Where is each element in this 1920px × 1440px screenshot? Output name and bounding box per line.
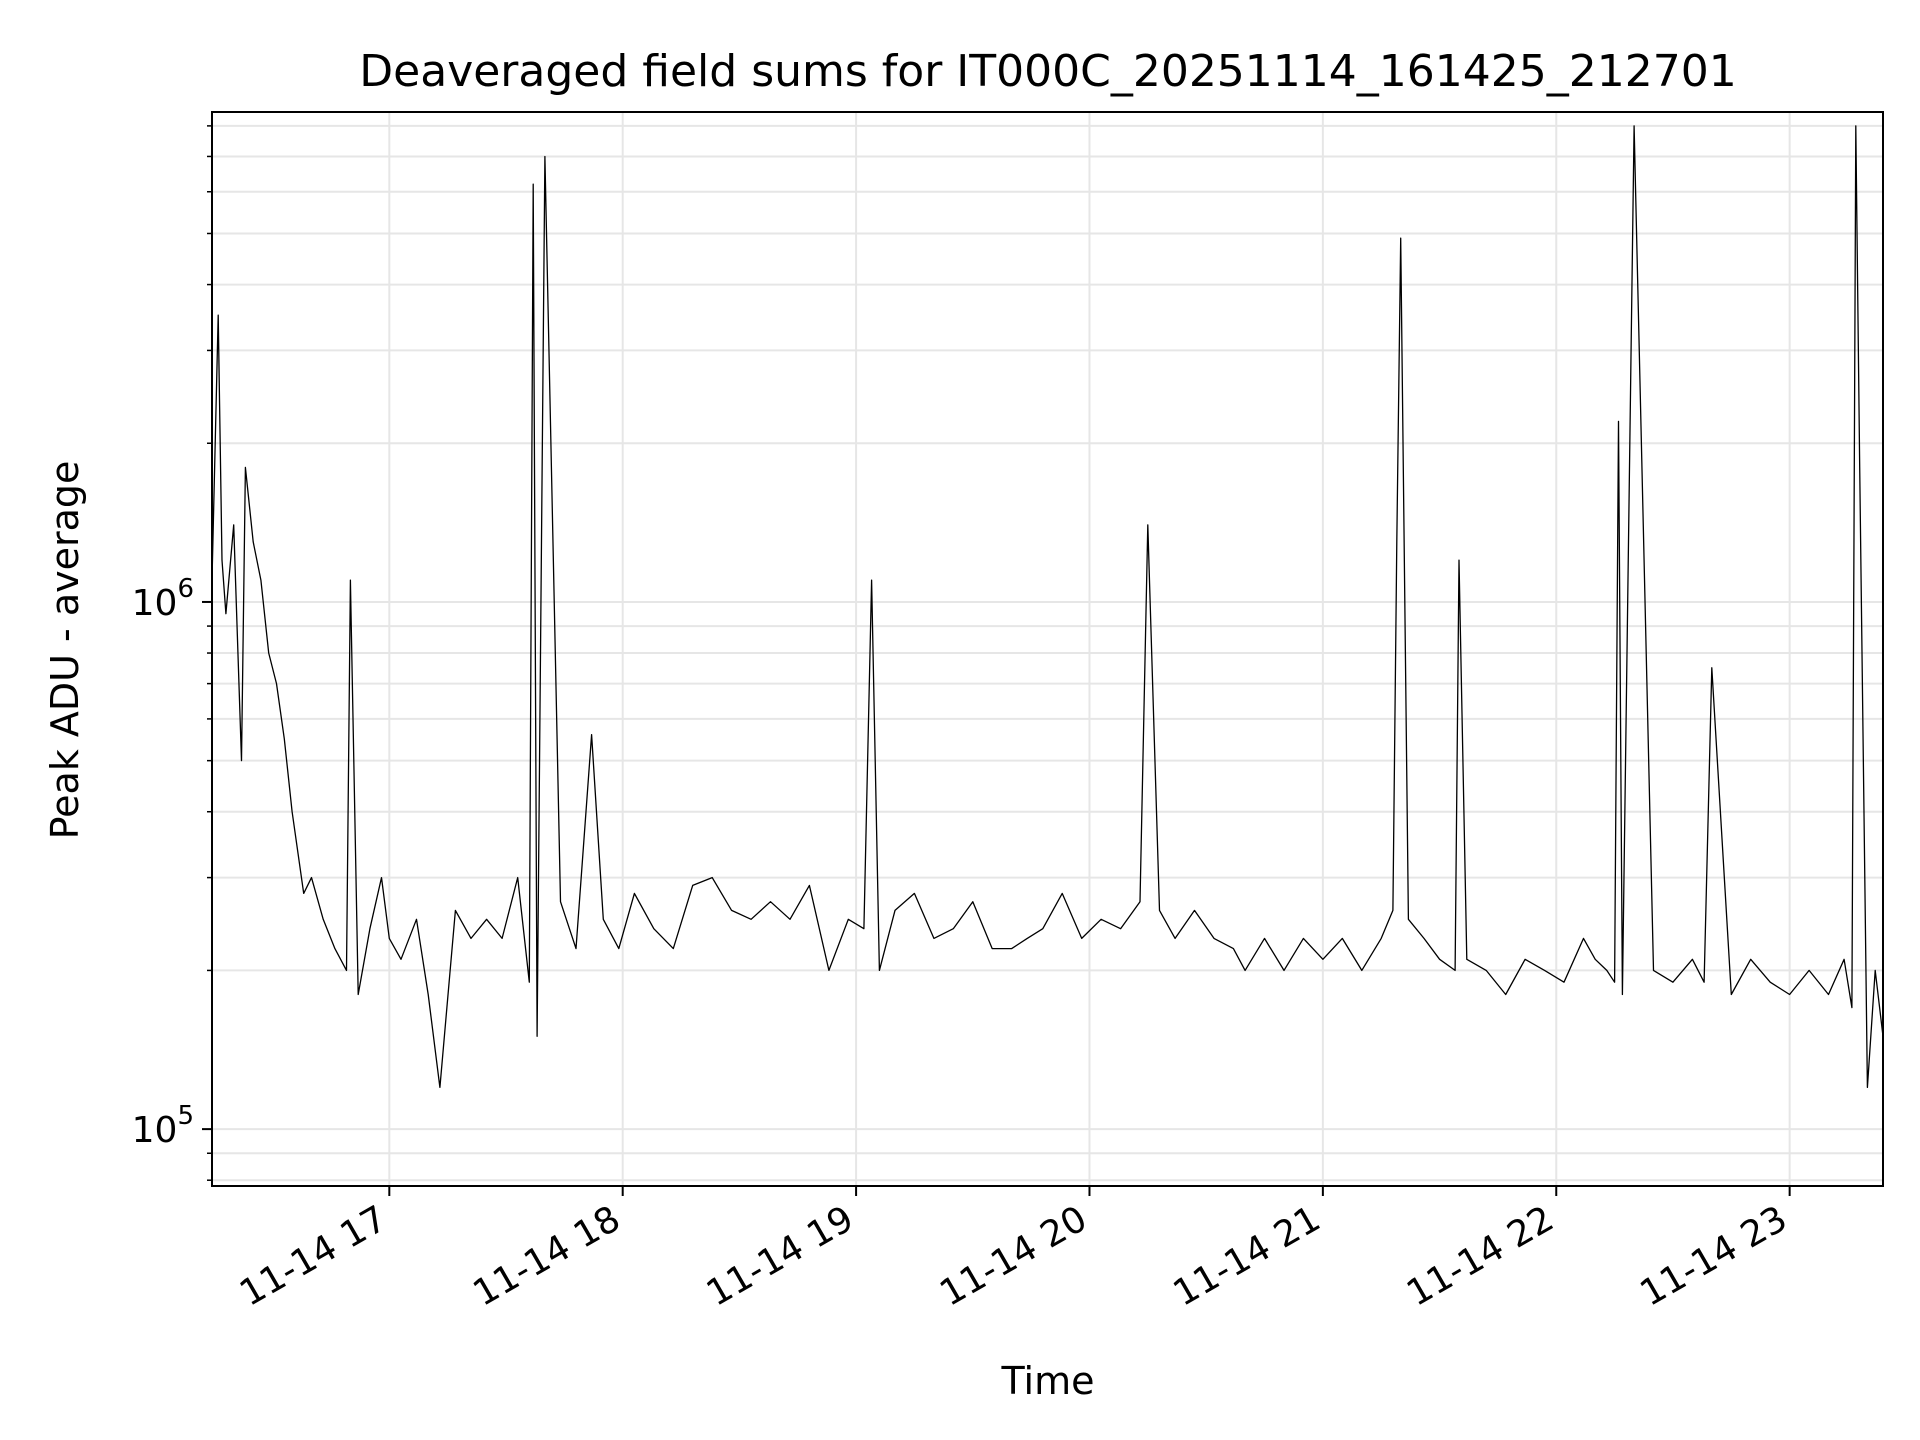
y-tick-label: 105: [132, 1101, 194, 1151]
chart-title: Deaveraged field sums for IT000C_2025111…: [359, 46, 1736, 97]
plot-area-frame: [211, 111, 1884, 1187]
y-tick-label: 106: [132, 574, 194, 624]
data-series-line: [211, 125, 1884, 1089]
grid-lines: [212, 112, 1883, 1186]
y-axis-label: Peak ADU - average: [43, 461, 87, 840]
x-axis-label: Time: [1001, 1359, 1095, 1403]
